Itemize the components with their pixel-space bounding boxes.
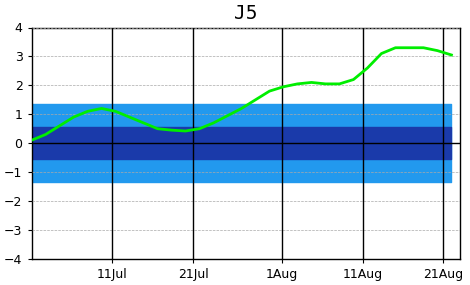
Title: J5: J5 — [234, 4, 257, 23]
